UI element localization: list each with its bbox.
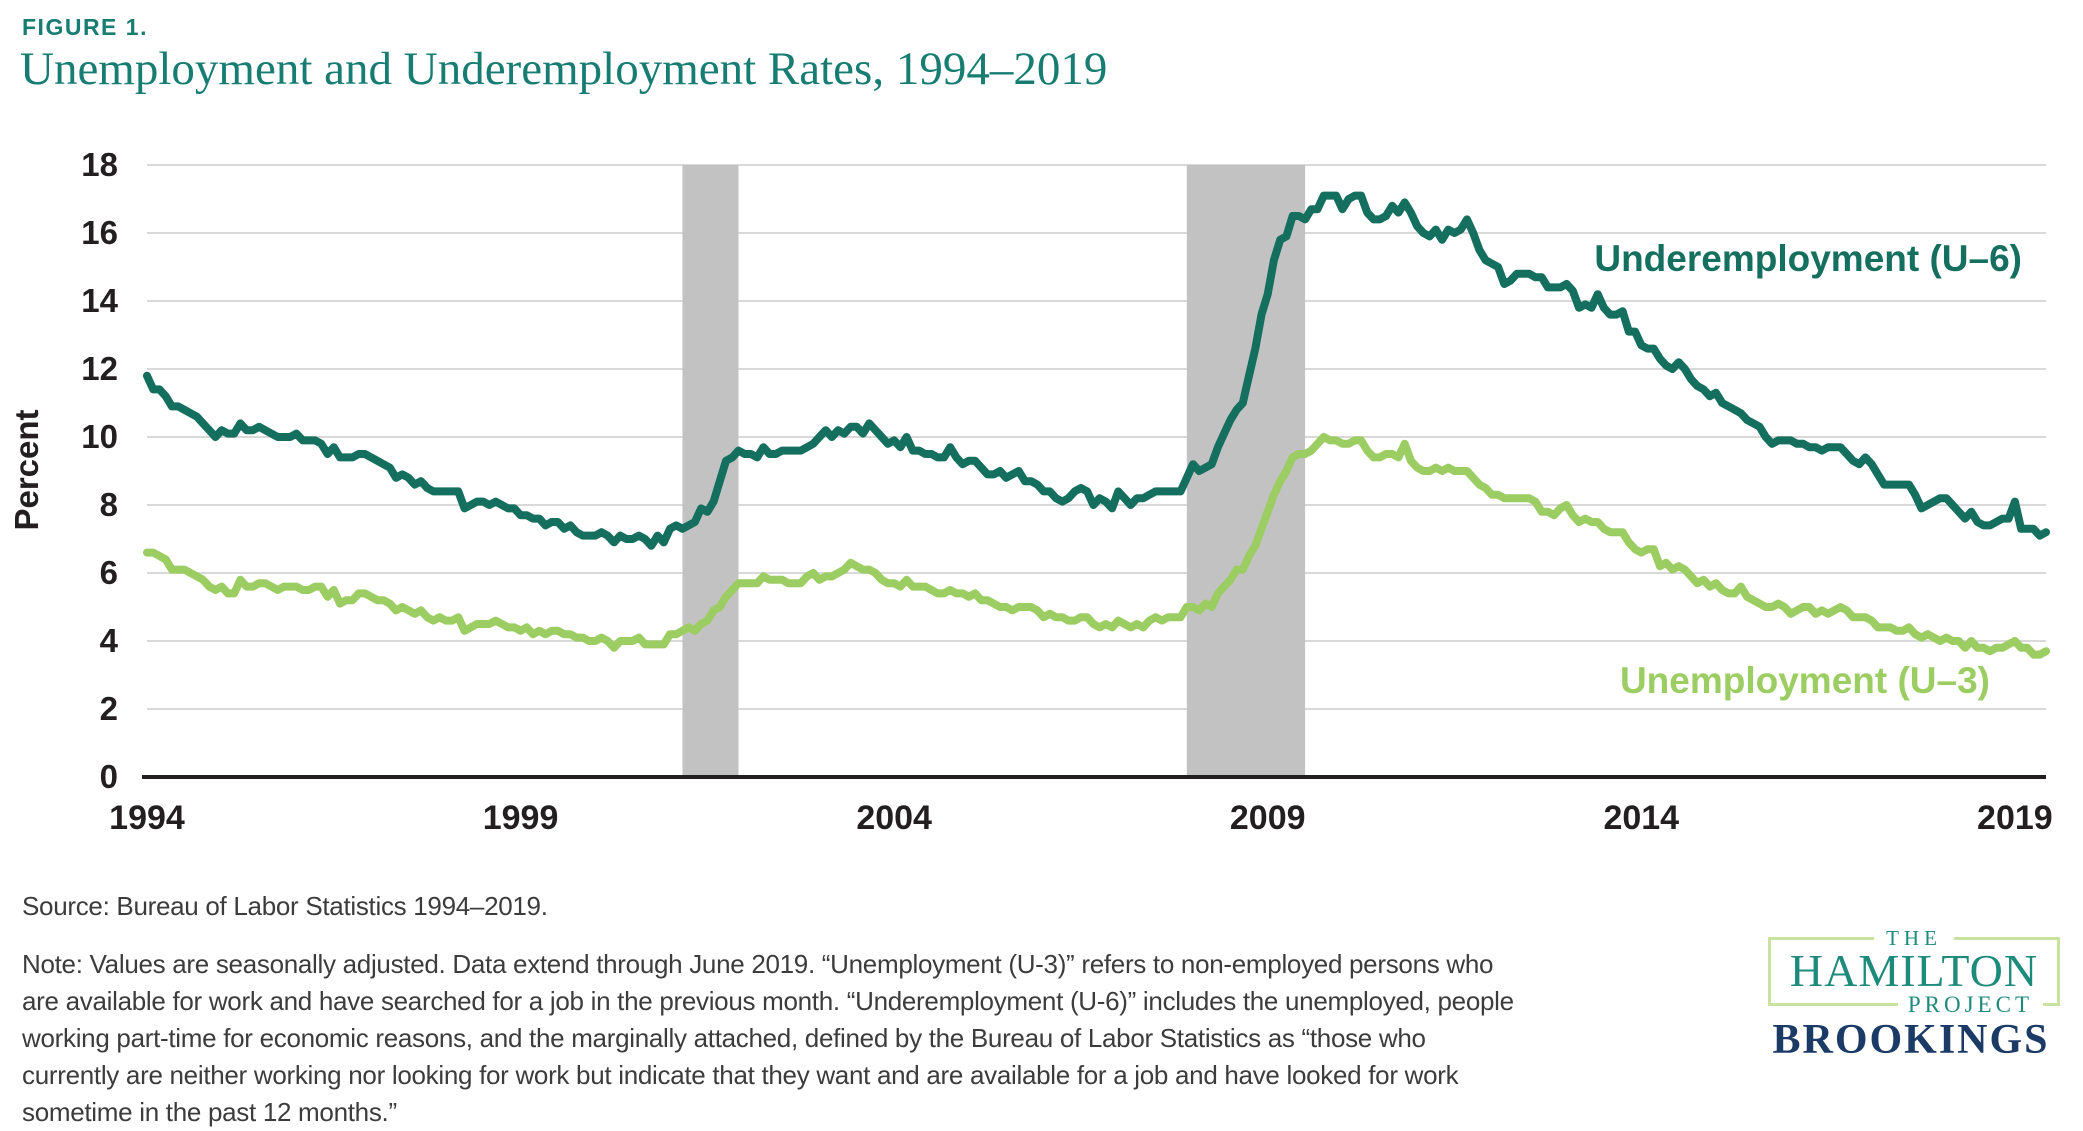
x-tick-label: 1994 — [109, 799, 185, 837]
note-line: sometime in the past 12 months.” — [22, 1097, 397, 1127]
y-tick-label: 14 — [81, 282, 118, 319]
x-tick-label: 2019 — [1977, 799, 2053, 837]
y-tick-label: 6 — [99, 554, 118, 591]
figure-label: FIGURE 1. — [22, 14, 148, 40]
series-label-u3: Unemployment (U–3) — [1619, 660, 1990, 701]
y-tick-label: 0 — [99, 758, 118, 795]
recession-band — [682, 165, 739, 777]
brookings-logo: BROOKINGS — [1772, 1017, 2050, 1063]
series-label-u6: Underemployment (U–6) — [1594, 238, 2022, 279]
series-line-u3 — [143, 433, 2050, 659]
y-tick-label: 2 — [99, 690, 118, 727]
note-line: are available for work and have searched… — [22, 986, 1514, 1016]
y-tick-label: 18 — [81, 146, 118, 183]
x-tick-label: 2014 — [1603, 799, 1680, 837]
y-tick-label: 12 — [81, 350, 118, 387]
y-tick-label: 4 — [99, 622, 118, 659]
chart-title: Unemployment and Underemployment Rates, … — [20, 43, 1108, 95]
series-line-u6 — [143, 191, 2050, 550]
hamilton-project-text: PROJECT — [1897, 992, 2043, 1018]
hamilton-the-text: THE — [1874, 926, 1954, 951]
hamilton-project-logo: THE HAMILTON PROJECT — [1768, 926, 2060, 1018]
note-line: Note: Values are seasonally adjusted. Da… — [22, 949, 1494, 979]
y-tick-label: 8 — [99, 486, 118, 523]
note-line: currently are neither working nor lookin… — [22, 1060, 1459, 1090]
y-tick-label: 16 — [81, 214, 118, 251]
note-text: Note: Values are seasonally adjusted. Da… — [22, 946, 1514, 1131]
x-tick-label: 1999 — [482, 799, 559, 837]
x-tick-label: 2009 — [1229, 799, 1306, 837]
y-tick-label: 10 — [81, 418, 118, 455]
note-line: working part-time for economic reasons, … — [22, 1023, 1426, 1053]
x-tick-label: 2004 — [856, 799, 932, 837]
source-text: Source: Bureau of Labor Statistics 1994–… — [22, 891, 548, 921]
hamilton-name-text: HAMILTON — [1789, 945, 2039, 996]
